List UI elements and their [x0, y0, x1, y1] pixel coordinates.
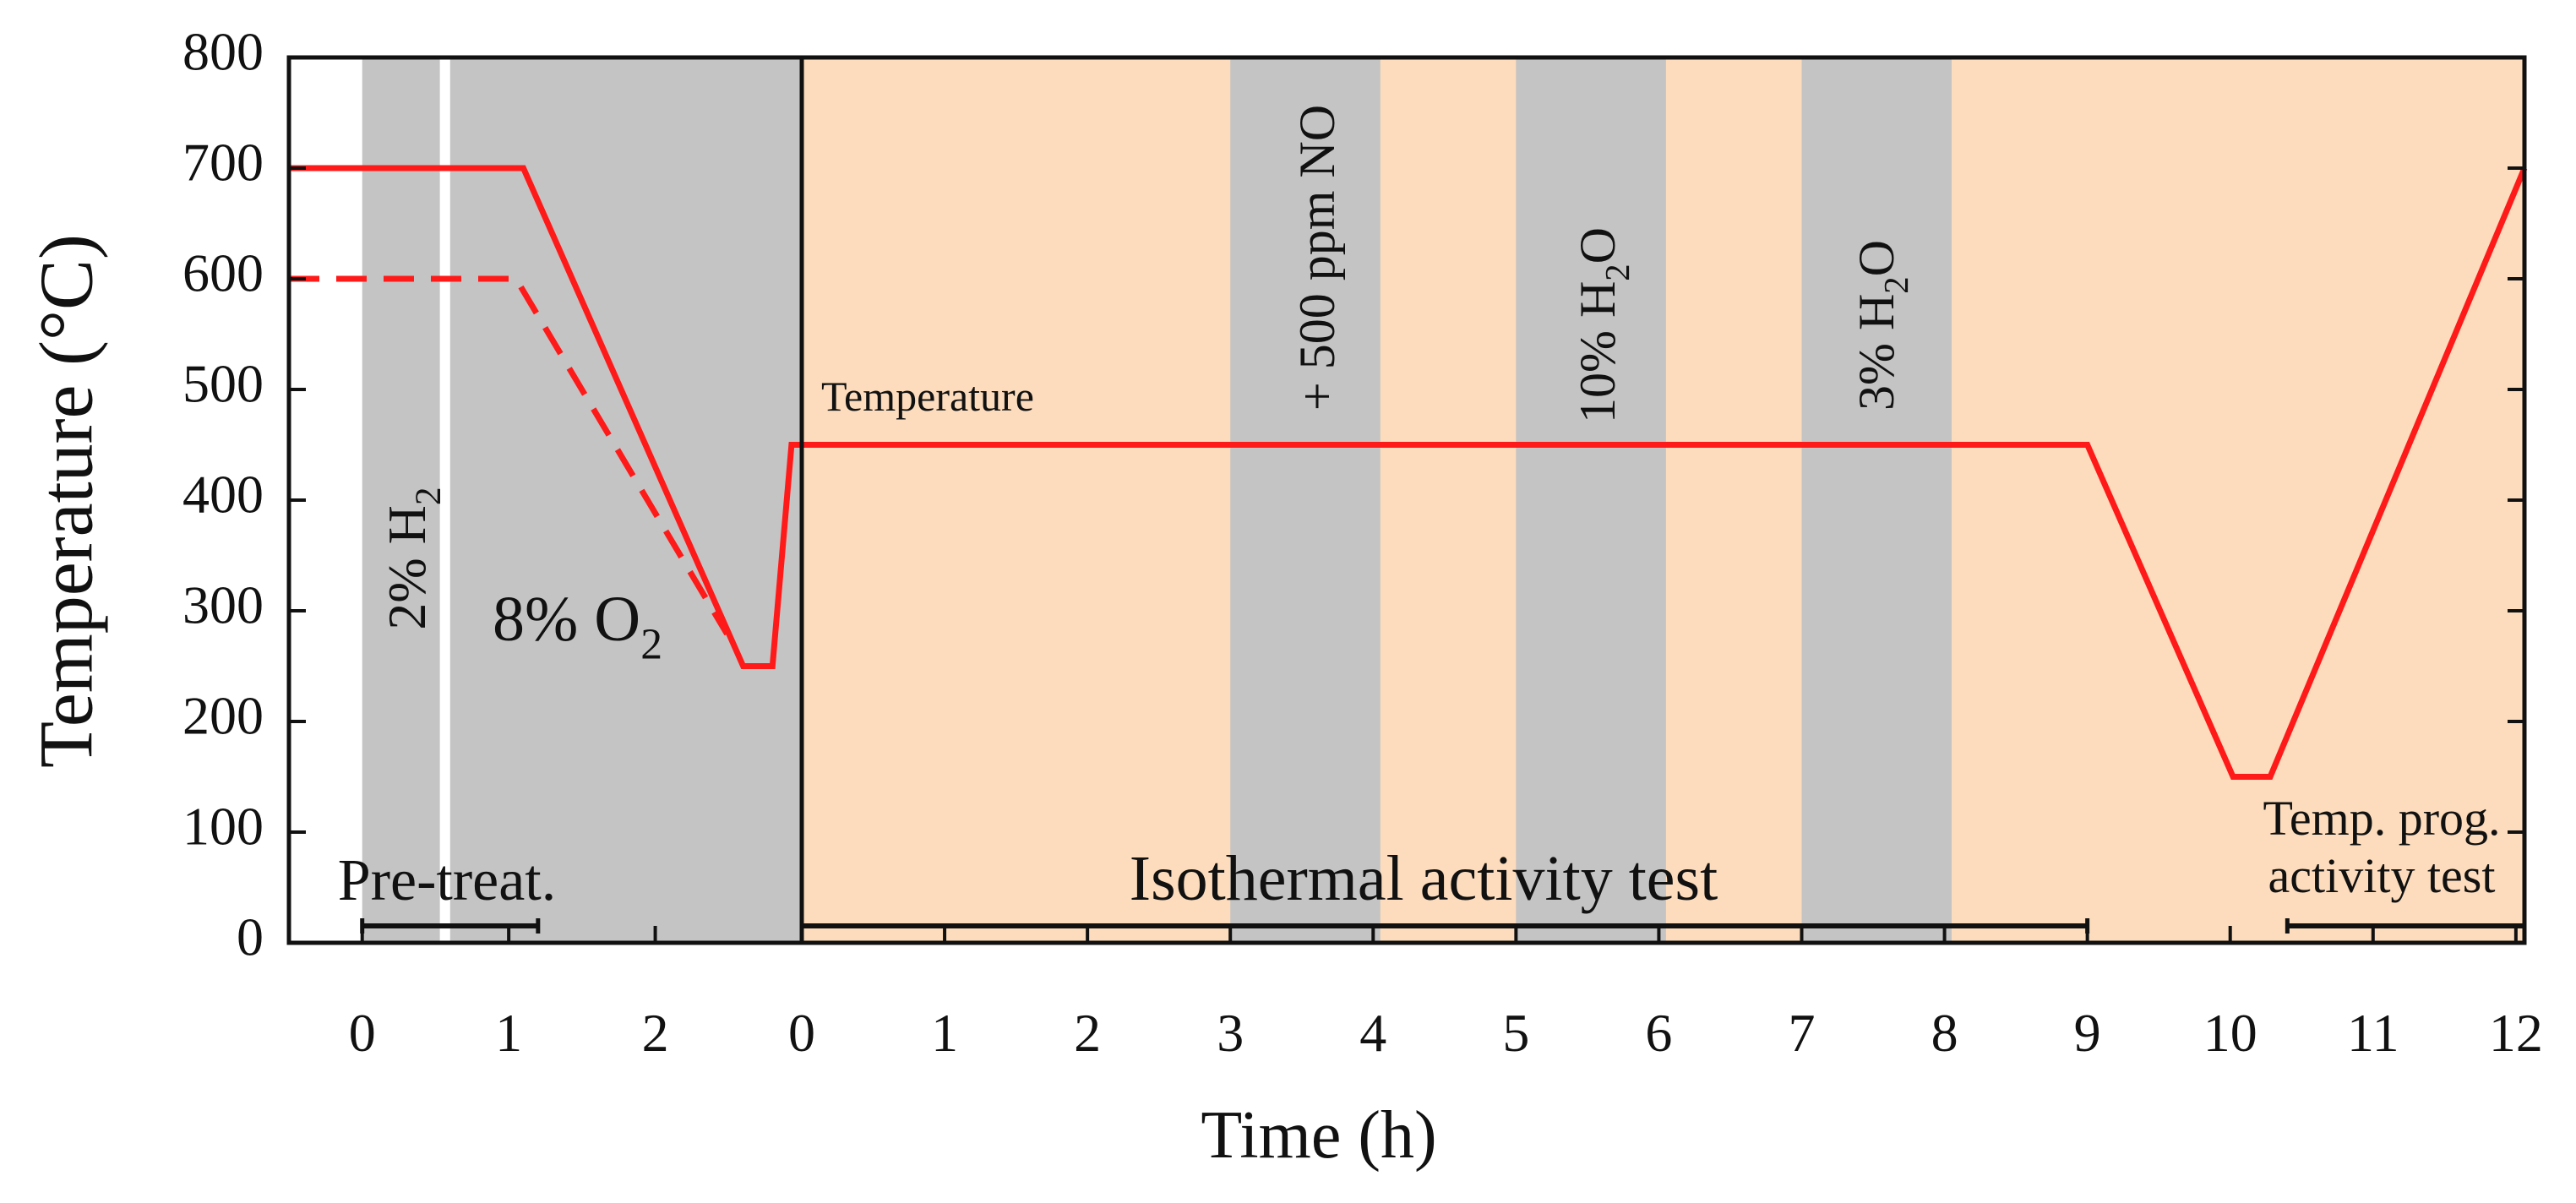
annotation: + 500 ppm NO [1289, 105, 1345, 411]
y-tick-label: 400 [182, 465, 264, 525]
x-tick-label: 10 [2203, 1003, 2257, 1063]
temperature-line [289, 275, 730, 636]
x-tick-label: 2 [642, 1003, 669, 1063]
annotation: 10% H2O [1570, 227, 1637, 423]
annotation-part: Temperature [821, 373, 1034, 420]
annotation-part: 3% H [1849, 294, 1904, 411]
x-tick-label: 12 [2489, 1003, 2543, 1063]
annotation-part: 2% H [377, 505, 437, 630]
annotation-part: + 500 ppm NO [1289, 105, 1345, 411]
y-tick-label: 500 [182, 354, 264, 414]
x-tick-label: 7 [1788, 1003, 1815, 1063]
x-tick-label: 5 [1502, 1003, 1529, 1063]
shaded-band [1516, 57, 1666, 943]
y-tick-label: 0 [237, 907, 264, 967]
shaded-band [1801, 57, 1952, 943]
annotation-part: 2 [408, 487, 449, 505]
annotation-part: O [1849, 240, 1904, 276]
y-tick-label: 100 [182, 797, 264, 857]
temperature-line [289, 165, 802, 669]
x-tick-label: 0 [349, 1003, 376, 1063]
y-tick-label: 300 [182, 575, 264, 635]
annotation-part: 2 [1598, 264, 1637, 280]
x-tick-label: 1 [495, 1003, 522, 1063]
annotation: 2% H2 [377, 487, 449, 629]
shaded-band [1230, 57, 1381, 943]
x-tick-label: 4 [1359, 1003, 1386, 1063]
bracket-label: Pre-treat. [338, 848, 556, 913]
x-tick-label: 3 [1217, 1003, 1244, 1063]
annotation-part: 10% H [1570, 281, 1626, 423]
annotation: 3% H2O [1849, 240, 1915, 411]
y-tick-label: 800 [182, 22, 264, 82]
bracket-label: activity test [2268, 848, 2496, 903]
bracket-label: Temp. prog. [2263, 791, 2500, 846]
annotation: 8% O2 [493, 584, 662, 668]
bracket-label: Isothermal activity test [1130, 843, 1718, 914]
y-tick-label: 600 [182, 243, 264, 303]
annotation-part: 2 [640, 620, 662, 668]
y-axis-label: Temperature (°C) [25, 234, 109, 768]
y-tick-label: 200 [182, 686, 264, 746]
annotation-part: O [1570, 227, 1626, 264]
x-tick-label: 0 [788, 1003, 815, 1063]
temperature-line [802, 166, 2528, 780]
x-tick-label: 1 [931, 1003, 958, 1063]
y-tick-label: 700 [182, 133, 264, 193]
annotation-part: 2 [1877, 276, 1915, 293]
shaded-band [362, 57, 440, 943]
x-axis-label: Time (h) [1201, 1098, 1436, 1173]
x-tick-label: 6 [1645, 1003, 1672, 1063]
x-tick-label: 11 [2347, 1003, 2399, 1063]
x-tick-label: 9 [2074, 1003, 2101, 1063]
annotation-part: 8% O [493, 584, 640, 655]
x-tick-label: 8 [1931, 1003, 1958, 1063]
annotation: Temperature [821, 373, 1034, 420]
x-tick-label: 2 [1074, 1003, 1101, 1063]
shaded-band [449, 57, 802, 943]
